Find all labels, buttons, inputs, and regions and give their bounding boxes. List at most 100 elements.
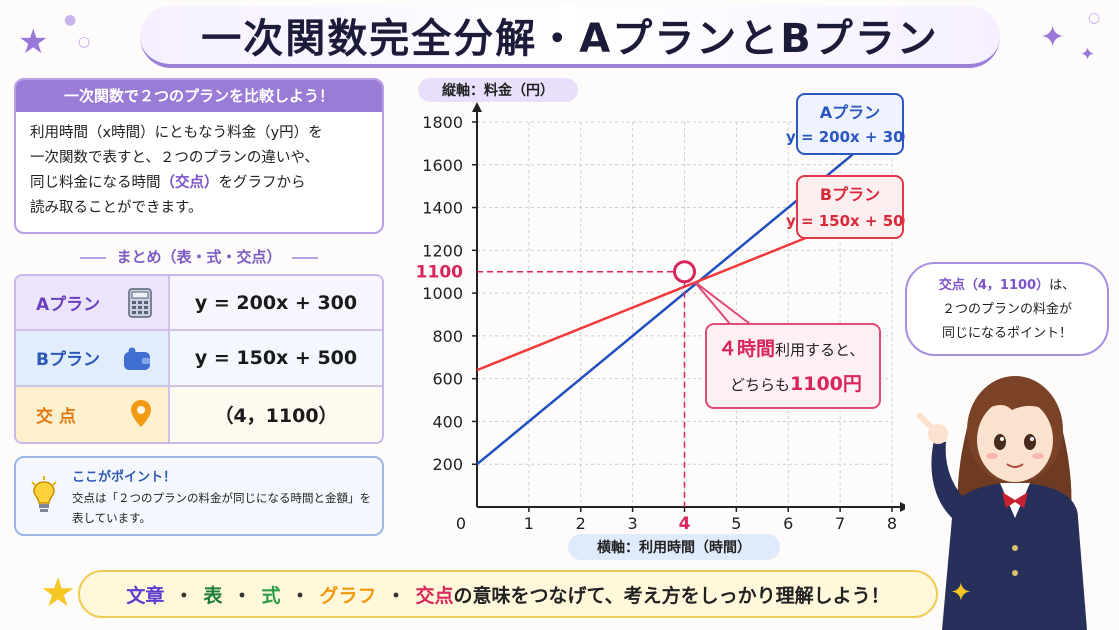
x-axis-arrow [900,502,905,512]
x-axis-title: 横軸：利用時間（時間） [597,539,751,556]
intro-box: 一次関数で２つのプランを比較しよう！ 利用時間（x時間）にともなう料金（y円）を… [14,78,384,234]
intro-line: 同じ料金になる時間（交点）をグラフから [30,171,368,196]
y-axis-label-pill [418,78,578,102]
x-tick-label: 0 [456,514,466,533]
sparkle-decoration-icon: ✦ [1040,20,1066,55]
bottom-banner: 文章 ・ 表 ・ 式 ・ グラフ ・ 交点 の意味をつなげて、考え方をしっかり理… [78,570,938,618]
row-label-cell: Bプラン [16,331,170,385]
intersection-callout: ４時間利用すると、 どちらも1100円 [705,323,881,409]
lightbulb-icon [31,476,57,512]
banner-word-intersection: 交点 [415,584,454,607]
sparkle-decoration-icon: ● [64,12,77,28]
bubble-line: 交点（4，1100）は、 [907,274,1107,298]
y-tick-label: 1400 [422,199,463,218]
y-axis-arrow [472,102,482,112]
bubble-line: ２つのプランの料金が [941,302,1072,317]
table-row: Aプラン y = 200x + 300 [16,276,382,332]
callout-line-2: どちらも1100円 [730,373,862,395]
intersection-label: 交点 [36,406,82,427]
callout-text: どちらも [730,376,790,394]
y-tick-label: 1000 [422,284,463,303]
banner-word-formula: 式 [261,584,281,607]
star-icon: ★ [40,570,76,616]
x-tick-label: 5 [731,514,741,533]
table-row: Bプラン y = 150x + 500 [16,331,382,387]
intro-line: 一次関数で表すと、２つのプランの違いや、 [30,150,319,166]
table-row: 交点 （4，1100） [16,386,382,442]
callout-text: 利用すると、 [775,341,864,359]
intersection-y-label: 1100 [416,263,463,283]
plan-b-callout-name: Bプラン [820,185,880,204]
summary-table: Aプラン y = 200x + 300 Bプラン y = 150x + 500 … [14,274,384,444]
circle-decoration-icon: ○ [78,34,91,50]
intro-text: 利用時間（x時間）にともなう料金（y円）を 一次関数で表すと、２つのプランの違い… [16,112,382,230]
bubble-highlight: 交点（4，1100） [938,278,1050,293]
x-tick-label: 8 [887,514,897,533]
y-tick-label: 400 [432,412,463,431]
y-axis-title: 縦軸：料金（円） [442,82,554,99]
banner-dot: ・ [174,584,194,607]
map-pin-icon [131,399,151,427]
intersection-value: （4，1100） [170,386,382,442]
y-tick-label: 800 [432,327,463,346]
sparkle-decoration-icon: ✦ [1080,44,1096,65]
intro-line: 読み取ることができます。 [30,200,203,216]
x-tick-label: 3 [628,514,638,533]
row-label-cell: 交点 [16,386,170,442]
wallet-icon [124,347,150,371]
banner-word-table: 表 [203,584,223,607]
banner-word-sentence: 文章 [126,584,165,607]
x-tick-label: 7 [835,514,845,533]
speech-bubble: 交点（4，1100）は、 ２つのプランの料金が 同じになるポイント！ [905,262,1109,356]
title-banner: 一次関数完全分解・AプランとBプラン [140,6,1000,68]
plan-a-callout-formula: y = 200x + 300 [786,128,905,146]
callout-hours: ４時間 [718,338,775,360]
banner-dot: ・ [290,584,310,607]
x-tick-label: 6 [783,514,793,533]
sparkle-decoration-icon: ✦ [950,578,972,608]
plan-b-label: Bプラン [36,350,100,371]
plan-a-callout: Aプラン y = 200x + 300 [786,93,905,155]
plan-b-formula: y = 150x + 500 [170,331,382,385]
intersection-callout-pointer [693,280,753,325]
student-character-illustration [917,376,1087,630]
banner-dot: ・ [232,584,252,607]
y-tick-label: 1600 [422,156,463,175]
row-label-cell: Aプラン [16,276,170,330]
y-tick-label: 600 [432,370,463,389]
banner-word-graph: グラフ [319,584,377,607]
y-tick-label: 1200 [422,241,463,260]
callout-line-1: ４時間利用すると、 [718,338,864,360]
plan-a-callout-name: Aプラン [820,103,880,122]
x-tick-label: 4 [679,514,691,534]
x-tick-label: 2 [576,514,586,533]
circle-decoration-icon: ○ [1088,10,1101,26]
intro-text-segment: をグラフから [218,175,306,191]
calculator-icon [128,288,152,318]
summary-title: まとめ（表・式・交点） [14,246,384,267]
callout-price: 1100円 [790,373,862,395]
y-tick-label: 1800 [422,113,463,132]
plan-a-label: Aプラン [36,295,101,316]
x-axis-label-pill [568,534,780,560]
intro-heading: 一次関数で２つのプランを比較しよう！ [16,80,382,112]
plan-b-callout: Bプラン y = 150x + 500 [786,175,905,239]
point-heading: ここがポイント！ [72,470,177,485]
line-chart: 縦軸：料金（円） 0 1 2 3 4 5 6 7 8 200 400 600 800 1000 1200 14… [416,78,905,560]
intro-text-segment: 同じ料金になる時間 [30,175,161,191]
y-tick-label: 200 [432,455,463,474]
star-decoration-icon: ★ [18,22,49,62]
plan-a-formula: y = 200x + 300 [170,276,382,330]
banner-rest: の意味をつなげて、考え方をしっかり理解しよう！ [453,584,890,607]
point-box: ここがポイント！ 交点は「２つのプランの料金が同じになる時間と金額」を表していま… [14,456,384,536]
page-title: 一次関数完全分解・AプランとBプラン [201,16,939,62]
point-text: 交点は「２つのプランの料金が同じになる時間と金額」を表しています。 [72,491,371,525]
bubble-text: は、 [1049,278,1076,293]
x-tick-label: 1 [524,514,534,533]
plan-b-callout-formula: y = 150x + 500 [786,212,905,230]
bubble-line: 同じになるポイント！ [941,326,1072,341]
intro-highlight: （交点） [160,175,219,191]
intersection-point [673,260,696,284]
intro-line: 利用時間（x時間）にともなう料金（y円）を [30,125,323,141]
banner-dot: ・ [386,584,406,607]
